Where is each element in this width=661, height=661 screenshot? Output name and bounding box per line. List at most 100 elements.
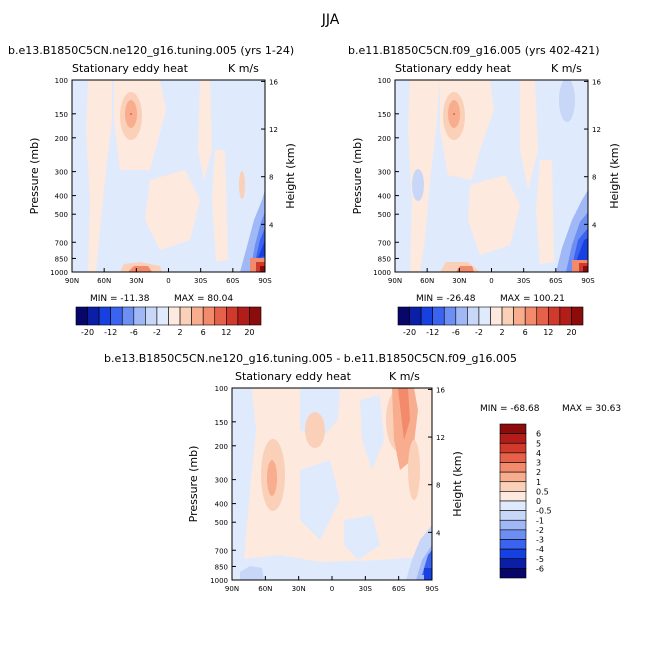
panel-2-y2tick-label: 16 [592, 78, 601, 86]
panel-2-ylabel: Pressure (mb) [351, 138, 364, 215]
panel-3-max-label: MAX = 30.63 [562, 404, 622, 414]
colorbar-label: -20 [81, 328, 94, 337]
panel-3-ytick-label: 100 [215, 385, 228, 393]
panel-2-left-label: Stationary eddy heat [395, 62, 511, 75]
panel-1-title: b.e13.B1850C5CN.ne120_g16.tuning.005 (yr… [8, 44, 295, 57]
panel-1-xtick-label: 60S [226, 277, 240, 285]
panel-2-min-label: MIN = -26.48 [416, 294, 476, 304]
colorbar-label: 12 [221, 328, 231, 337]
colorbar-swatch [467, 306, 480, 326]
panel-2-ytick-label: 850 [378, 255, 391, 263]
colorbar-swatch [455, 306, 468, 326]
panel-2-right-label: K m/s [551, 62, 582, 75]
colorbar-swatch [499, 500, 527, 511]
colorbar-swatch [409, 306, 422, 326]
panel-2-ytick-label: 150 [378, 111, 391, 119]
colorbar-label: -2 [475, 328, 483, 337]
panel-2-y2tick-label: 8 [592, 174, 596, 182]
tick-layer: 90N 60N 30N 0 30S 60S 90S100150200300400500700… [50, 77, 601, 593]
colorbar-label: 0.5 [536, 487, 549, 496]
panel-3-ytick-label: 300 [215, 477, 228, 485]
panel-1-xtick-label: 90N [65, 277, 79, 285]
panel-1-ytick-label: 150 [55, 111, 68, 119]
panel-3-xtick-label: 90N [225, 585, 239, 593]
panel-3-y2label: Height (km) [451, 451, 464, 517]
colorbar-label: 0 [536, 497, 541, 506]
panel-1-xtick-label: 60N [97, 277, 111, 285]
colorbar-swatch [536, 306, 549, 326]
panel-3-y2tick-label: 8 [436, 482, 440, 490]
colorbar-swatch [499, 568, 527, 579]
panel-2-max-label: MAX = 100.21 [500, 294, 565, 304]
colorbar-label: -6 [452, 328, 460, 337]
colorbar-panel-2: -20 -12 -6 -2 2 6 12 20 [397, 306, 584, 337]
colorbar-swatch [501, 306, 514, 326]
colorbar-label: -2 [536, 526, 544, 535]
panel-1-contours [72, 80, 265, 272]
panel-3-ytick-label: 700 [215, 547, 228, 555]
colorbar-swatch [499, 491, 527, 502]
panel-3-xtick-label: 60S [392, 585, 406, 593]
colorbar-swatch [559, 306, 572, 326]
panel-2-ytick-label: 100 [378, 77, 391, 85]
colorbar-label: -12 [104, 328, 117, 337]
colorbar-label: -5 [536, 555, 544, 564]
colorbar-swatch [145, 306, 158, 326]
panel-3-xtick-label: 30S [359, 585, 373, 593]
panel-1-ytick-label: 100 [55, 77, 68, 85]
colorbar-swatch [110, 306, 123, 326]
panel-2-ytick-label: 700 [378, 239, 391, 247]
panel-2-contours [395, 80, 588, 272]
panel-3-ylabel: Pressure (mb) [187, 446, 200, 523]
colorbar-swatch [133, 306, 146, 326]
panel-2-xtick-label: 90N [388, 277, 402, 285]
colorbar-swatch [499, 481, 527, 492]
colorbar-swatch [397, 306, 410, 326]
panel-3-ytick-label: 850 [215, 563, 228, 571]
panel-3-y2tick-label: 16 [436, 386, 445, 394]
colorbar-panel-1: -20 -12 -6 -2 2 6 12 20 [75, 306, 262, 337]
colorbar-swatch [432, 306, 445, 326]
panel-1-ylabel: Pressure (mb) [28, 138, 41, 215]
panel-1-xtick-label: 30S [194, 277, 208, 285]
colorbar-swatch [420, 306, 433, 326]
panel-3-xtick-label: 90S [425, 585, 439, 593]
panel-2-ytick-label: 1000 [373, 269, 391, 277]
panel-2-ytick-label: 200 [378, 135, 391, 143]
panel-1-y2tick-label: 4 [269, 221, 274, 229]
panel-1-ytick-label: 500 [55, 211, 68, 219]
colorbar-label: -1 [536, 516, 544, 525]
panel-3-left-label: Stationary eddy heat [235, 370, 351, 383]
colorbar-swatch [499, 529, 527, 540]
panel-3-right-label: K m/s [389, 370, 420, 383]
colorbar-label: 20 [566, 328, 576, 337]
colorbar-label: 5 [536, 439, 541, 448]
panel-3-xtick-label: 60N [258, 585, 272, 593]
panel-3-title: b.e13.B1850C5CN.ne120_g16.tuning.005 - b… [104, 352, 518, 365]
colorbar-label: 2 [178, 328, 183, 337]
colorbar-label: 12 [543, 328, 553, 337]
colorbar-label: 1 [536, 478, 541, 487]
colorbar-swatch [499, 539, 527, 550]
colorbar-label: -0.5 [536, 507, 552, 516]
colorbar-label: 20 [244, 328, 254, 337]
panel-3-xtick-label: 0 [330, 585, 334, 593]
panel-3-xtick-label: 30N [292, 585, 306, 593]
colorbar-swatch [499, 471, 527, 483]
colorbar-swatch [168, 306, 181, 326]
panel-3-ytick-label: 500 [215, 519, 228, 527]
panel-2-ytick-label: 500 [378, 211, 391, 219]
panel-1-y2tick-label: 8 [269, 174, 273, 182]
colorbar-swatch [75, 306, 88, 326]
colorbar-label: -12 [426, 328, 439, 337]
panel-3-min-label: MIN = -68.68 [480, 404, 540, 414]
colorbar-label: 2 [500, 328, 505, 337]
colorbar-swatch [499, 433, 527, 444]
panel-3-ytick-label: 1000 [210, 577, 228, 585]
panel-2-y2tick-label: 4 [592, 221, 597, 229]
colorbar-swatch [121, 306, 135, 326]
colorbar-swatch [513, 306, 526, 326]
panel-1-right-label: K m/s [228, 62, 259, 75]
